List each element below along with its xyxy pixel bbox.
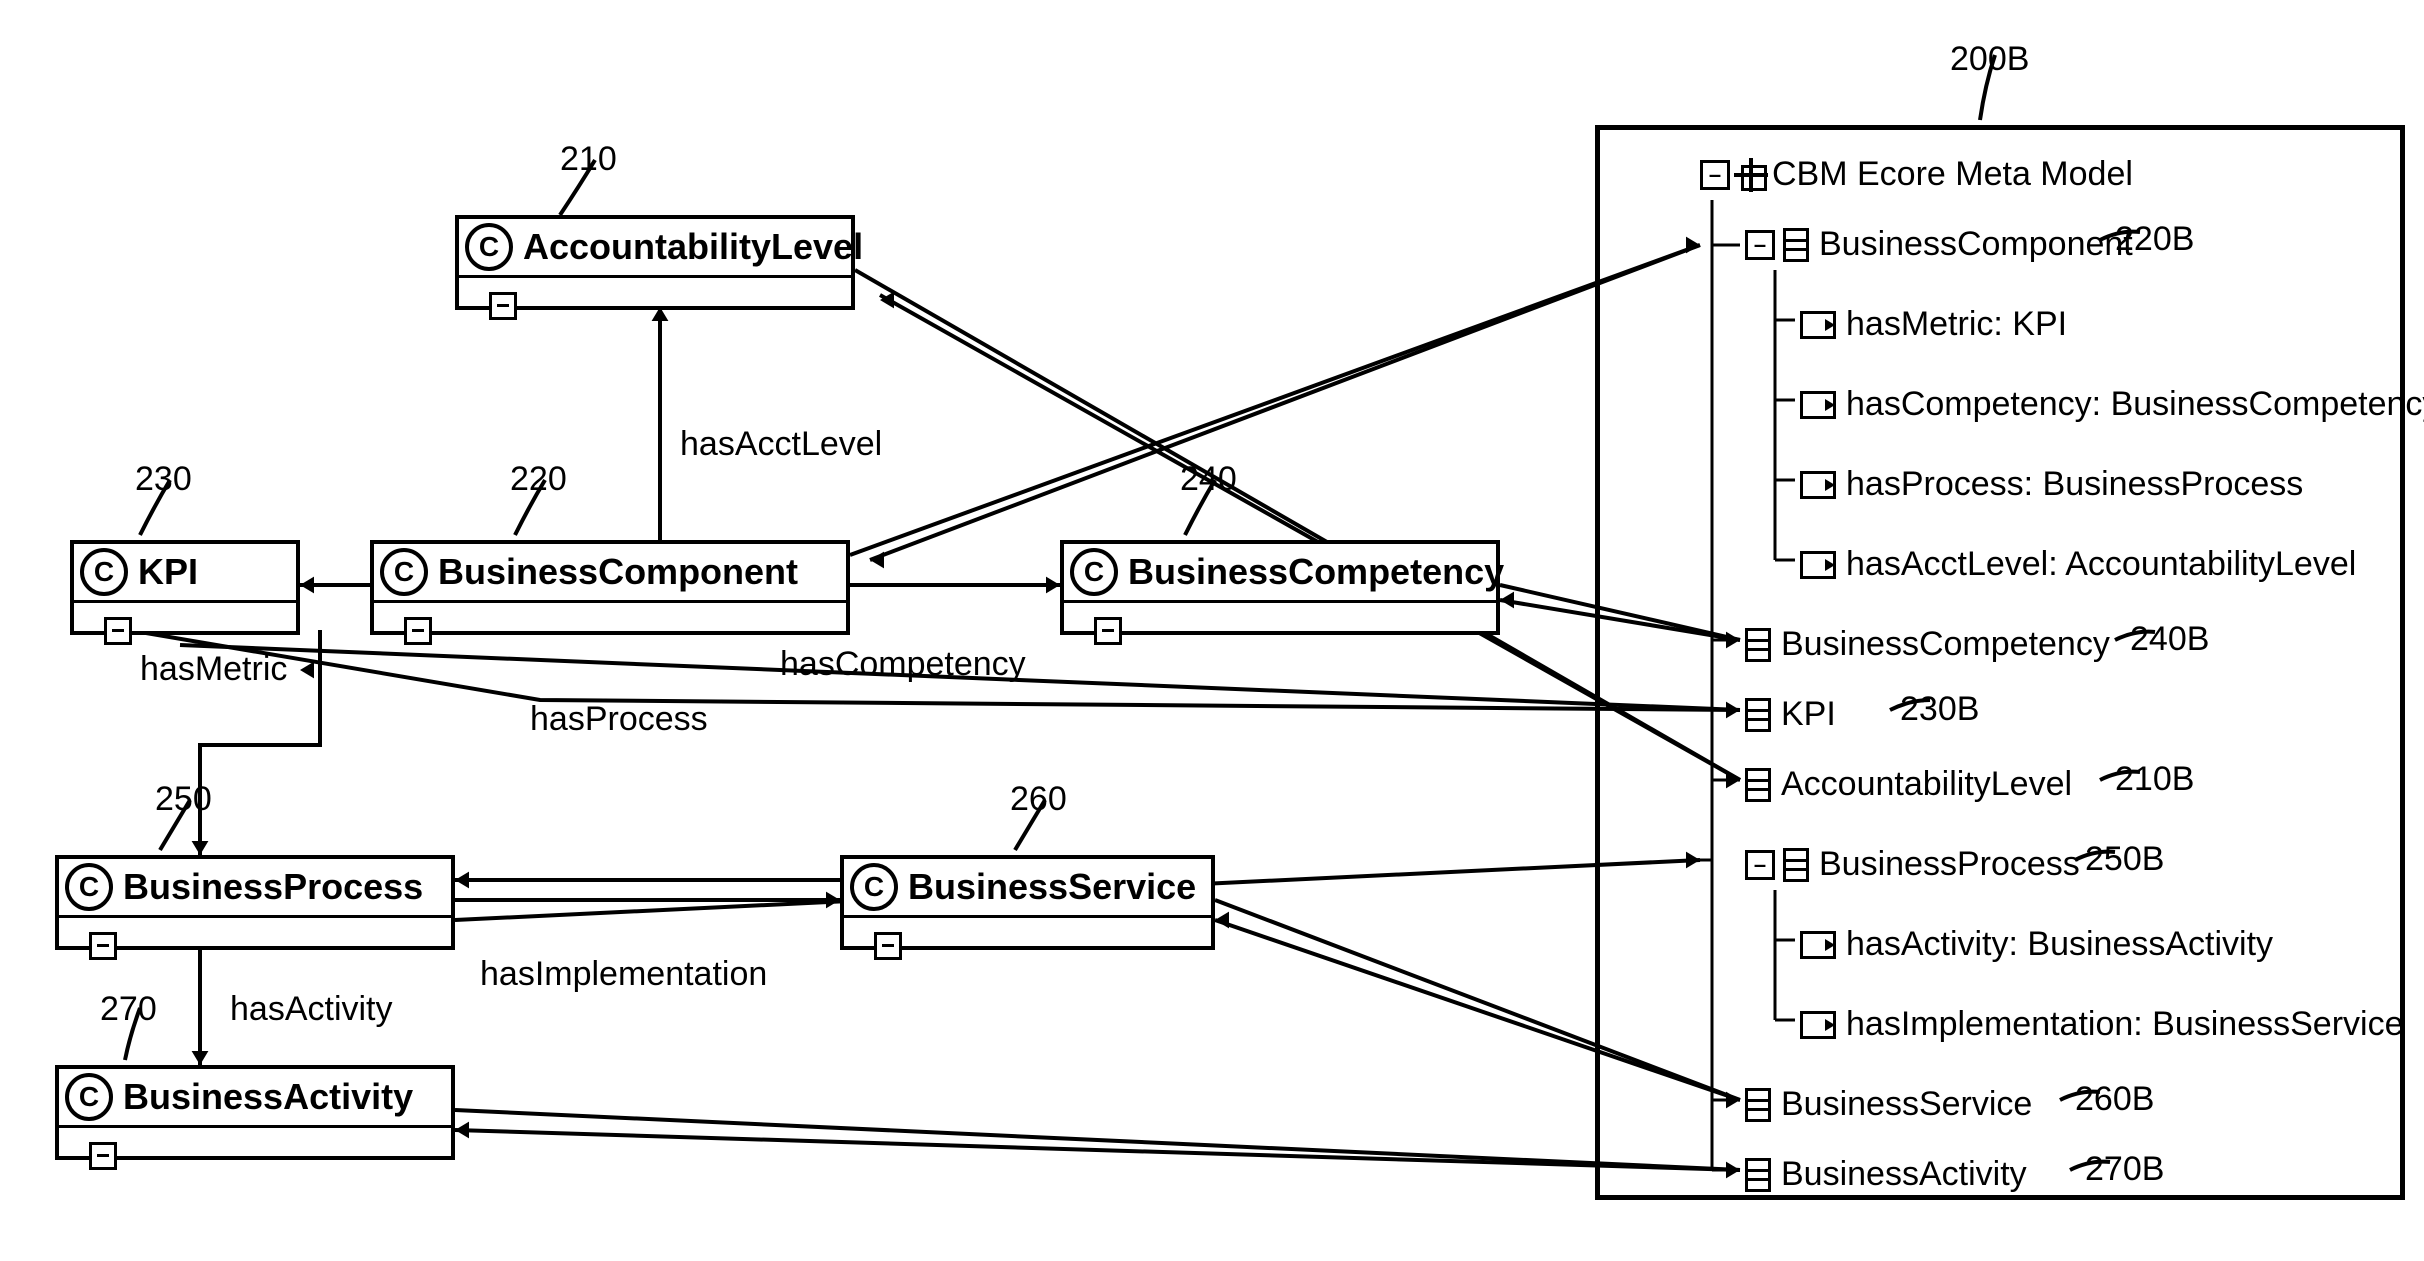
reference-label: 260 (1010, 780, 1067, 819)
class-icon (1745, 1158, 1771, 1192)
class-kpi: C KPI (70, 540, 300, 635)
tree-item-has-metric[interactable]: hasMetric: KPI (1800, 305, 2067, 344)
reference-icon (1800, 1011, 1836, 1039)
reference-label: 240 (1180, 460, 1237, 499)
tree-item-has-competency[interactable]: hasCompetency: BusinessCompetency (1800, 385, 2424, 424)
reference-label: 240B (2130, 620, 2209, 659)
tree-item-label: hasCompetency: BusinessCompetency (1846, 385, 2424, 424)
tree-item-has-process[interactable]: hasProcess: BusinessProcess (1800, 465, 2303, 504)
reference-label: 230B (1900, 690, 1979, 729)
tree-item-business-component[interactable]: – BusinessComponent (1745, 225, 2133, 264)
tree-item-label: hasAcctLevel: AccountabilityLevel (1846, 545, 2356, 584)
anchor-icon (874, 932, 902, 960)
tree-item-accountability-level[interactable]: AccountabilityLevel (1745, 765, 2072, 804)
reference-label: 250B (2085, 840, 2164, 879)
class-icon (1745, 1088, 1771, 1122)
tree-item-has-activity[interactable]: hasActivity: BusinessActivity (1800, 925, 2273, 964)
anchor-icon (1094, 617, 1122, 645)
edge-label-has-activity: hasActivity (230, 990, 393, 1029)
class-icon: C (65, 1073, 113, 1121)
class-name-label: BusinessActivity (123, 1076, 413, 1118)
reference-icon (1800, 311, 1836, 339)
edge-label-has-process: hasProcess (530, 700, 708, 739)
tree-item-label: BusinessService (1781, 1085, 2032, 1124)
reference-label: 220 (510, 460, 567, 499)
tree-item-label: CBM Ecore Meta Model (1772, 155, 2133, 194)
reference-label: 210B (2115, 760, 2194, 799)
tree-item-label: AccountabilityLevel (1781, 765, 2072, 804)
tree-item-kpi[interactable]: KPI (1745, 695, 1836, 734)
tree-item-label: BusinessComponent (1819, 225, 2133, 264)
tree-item-business-competency[interactable]: BusinessCompetency (1745, 625, 2110, 664)
diagram-canvas: C AccountabilityLevel C KPI C BusinessCo… (0, 0, 2424, 1261)
reference-label: 250 (155, 780, 212, 819)
class-business-component: C BusinessComponent (370, 540, 850, 635)
class-icon (1745, 628, 1771, 662)
class-name-label: AccountabilityLevel (523, 226, 863, 268)
tree-toggle-icon[interactable]: – (1700, 160, 1730, 190)
class-icon: C (65, 863, 113, 911)
anchor-icon (404, 617, 432, 645)
tree-item-label: hasActivity: BusinessActivity (1846, 925, 2273, 964)
edge-label-has-implementation: hasImplementation (480, 955, 767, 994)
tree-item-label: hasMetric: KPI (1846, 305, 2067, 344)
tree-root-item[interactable]: – CBM Ecore Meta Model (1700, 155, 2133, 194)
class-icon (1745, 768, 1771, 802)
reference-label: 230 (135, 460, 192, 499)
class-accountability-level: C AccountabilityLevel (455, 215, 855, 310)
tree-item-label: hasProcess: BusinessProcess (1846, 465, 2303, 504)
tree-item-has-implementation[interactable]: hasImplementation: BusinessService (1800, 1005, 2404, 1044)
tree-item-business-process[interactable]: – BusinessProcess (1745, 845, 2080, 884)
class-icon: C (380, 548, 428, 596)
tree-item-label: BusinessCompetency (1781, 625, 2110, 664)
package-icon (1738, 162, 1764, 188)
edge-label-has-metric: hasMetric (140, 650, 287, 689)
class-business-competency: C BusinessCompetency (1060, 540, 1500, 635)
class-icon: C (80, 548, 128, 596)
class-icon (1745, 698, 1771, 732)
reference-label: 200B (1950, 40, 2029, 79)
tree-item-label: BusinessActivity (1781, 1155, 2027, 1194)
reference-label: 270B (2085, 1150, 2164, 1189)
class-name-label: BusinessService (908, 866, 1196, 908)
anchor-icon (104, 617, 132, 645)
class-name-label: KPI (138, 551, 198, 593)
reference-icon (1800, 471, 1836, 499)
reference-icon (1800, 551, 1836, 579)
edge-label-has-acct-level: hasAcctLevel (680, 425, 882, 464)
class-business-activity: C BusinessActivity (55, 1065, 455, 1160)
anchor-icon (489, 292, 517, 320)
class-icon: C (1070, 548, 1118, 596)
class-icon: C (850, 863, 898, 911)
class-business-process: C BusinessProcess (55, 855, 455, 950)
edge-label-has-competency: hasCompetency (780, 645, 1026, 684)
reference-label: 210 (560, 140, 617, 179)
tree-item-has-acct-level[interactable]: hasAcctLevel: AccountabilityLevel (1800, 545, 2356, 584)
reference-icon (1800, 391, 1836, 419)
tree-item-label: KPI (1781, 695, 1836, 734)
class-icon: C (465, 223, 513, 271)
anchor-icon (89, 1142, 117, 1170)
class-icon (1783, 228, 1809, 262)
tree-item-business-activity[interactable]: BusinessActivity (1745, 1155, 2027, 1194)
tree-item-business-service[interactable]: BusinessService (1745, 1085, 2032, 1124)
class-name-label: BusinessProcess (123, 866, 423, 908)
reference-label: 270 (100, 990, 157, 1029)
reference-label: 220B (2115, 220, 2194, 259)
anchor-icon (89, 932, 117, 960)
tree-toggle-icon[interactable]: – (1745, 850, 1775, 880)
tree-item-label: BusinessProcess (1819, 845, 2080, 884)
class-name-label: BusinessCompetency (1128, 551, 1504, 593)
reference-label: 260B (2075, 1080, 2154, 1119)
class-name-label: BusinessComponent (438, 551, 798, 593)
class-business-service: C BusinessService (840, 855, 1215, 950)
class-icon (1783, 848, 1809, 882)
tree-item-label: hasImplementation: BusinessService (1846, 1005, 2404, 1044)
reference-icon (1800, 931, 1836, 959)
tree-toggle-icon[interactable]: – (1745, 230, 1775, 260)
